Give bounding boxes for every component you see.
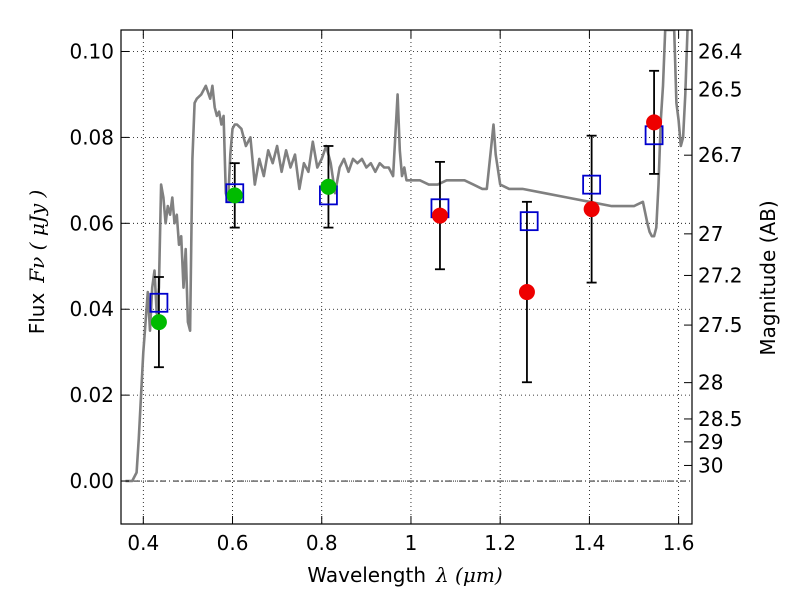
- x-tick-label: 1.4: [573, 531, 605, 555]
- mag-tick-label: 27: [698, 222, 723, 246]
- mag-tick-label: 28: [698, 371, 723, 395]
- model-square-marker: [519, 211, 539, 232]
- model-square-marker: [582, 174, 602, 195]
- spectrum-line: [125, 30, 689, 483]
- y-tick-label: 0.02: [69, 383, 114, 407]
- green-point-marker: [150, 314, 167, 331]
- red-point-marker: [518, 284, 535, 301]
- x-tick-label: 0.4: [127, 531, 159, 555]
- x-tick-label: 1.6: [663, 531, 695, 555]
- tick-labels: 0.4 0.6 0.8 1 1.2 1.4 1.6 0.00 0.02 0.04 0.06 0.08 0…: [69, 39, 742, 555]
- x-tick-label: 0.8: [306, 531, 338, 555]
- mag-tick-label: 29: [698, 430, 723, 454]
- x-tick-label: 1.2: [484, 531, 516, 555]
- grid: [121, 30, 692, 524]
- y-tick-label: 0.00: [69, 469, 114, 493]
- green-point-marker: [226, 187, 243, 204]
- error-bars: [153, 69, 660, 384]
- mag-tick-label: 28.5: [698, 407, 743, 431]
- mag-tick-label: 27.5: [698, 313, 743, 337]
- red-point-marker: [431, 207, 448, 224]
- y-tick-label: 0.06: [69, 211, 114, 235]
- y-tick-label: 0.08: [69, 125, 114, 149]
- markers: [149, 114, 664, 331]
- mag-tick-label: 26.7: [698, 143, 743, 167]
- axis-ticks: [121, 30, 692, 524]
- x-tick-label: 0.6: [217, 531, 249, 555]
- spectrum-layer: [125, 30, 689, 483]
- red-point-marker: [583, 201, 600, 218]
- x-tick-label: 1: [405, 531, 418, 555]
- mag-tick-label: 26.5: [698, 77, 743, 101]
- right-axis-label: Magnitude (AB): [756, 200, 780, 355]
- model-square-marker: [149, 292, 169, 313]
- y-tick-label: 0.10: [69, 39, 114, 63]
- mag-tick-label: 30: [698, 453, 723, 477]
- y-tick-label: 0.04: [69, 297, 114, 321]
- mag-tick-label: 26.4: [698, 39, 743, 63]
- plot-frame: [120, 29, 693, 525]
- red-point-marker: [646, 114, 663, 131]
- y-axis-label: FluxFν ( μJy ): [25, 190, 49, 335]
- green-point-marker: [320, 178, 337, 195]
- mag-tick-label: 27.2: [698, 263, 743, 287]
- x-axis-label: Wavelength λ (μm): [307, 563, 502, 587]
